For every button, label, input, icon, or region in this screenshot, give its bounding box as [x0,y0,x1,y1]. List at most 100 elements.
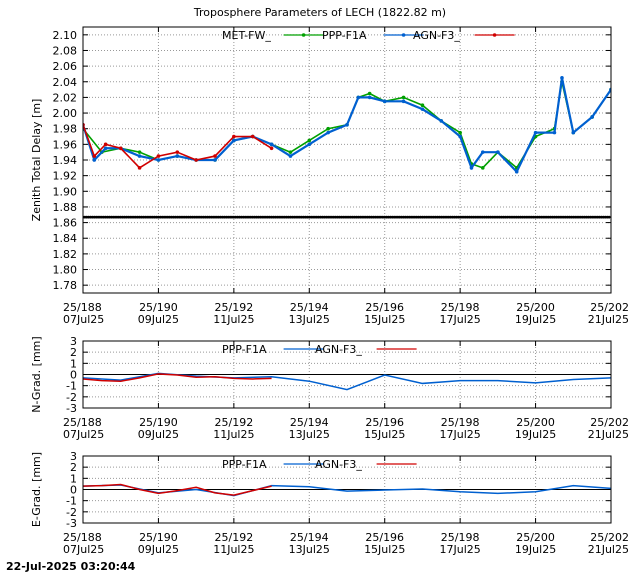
data-point-agn-f3- [194,158,198,162]
x-tick-label: 25/190 [139,416,178,429]
x-tick-label: 25/188 [63,416,102,429]
x-tick-label: 25/190 [139,531,178,544]
data-point-agn-f3- [92,154,97,158]
data-point-met-fw- [137,150,142,154]
y-tick-label: -2 [66,506,77,519]
data-point-agn-f3- [269,146,274,151]
data-point-met-fw- [367,91,372,96]
x-tick-label: 25/198 [441,301,480,314]
x-tick-label: 25/200 [516,531,555,544]
y-tick-label: 1 [70,357,77,370]
y-tick-label: 2.08 [53,44,78,57]
x-tick-label: 25/196 [365,301,404,314]
data-point-ppp-f1a [326,130,330,135]
y-tick-label: 2.06 [53,60,78,73]
x-tick-label: 25/194 [290,301,329,314]
data-point-ppp-f1a [92,158,97,162]
y-tick-label: 3 [70,450,77,463]
legend-label: PPP-F1A [222,343,267,356]
y-axis-label: Zenith Total Delay [m] [30,99,43,222]
data-point-ppp-f1a [356,95,361,100]
reference-point [607,215,611,219]
data-point-met-fw- [326,126,330,131]
y-tick-label: -3 [66,402,77,415]
x-tick-label: 25/188 [63,531,102,544]
x-tick-date-label: 13Jul25 [289,428,330,441]
y-tick-label: 0 [70,484,77,497]
data-point-agn-f3- [175,150,180,154]
legend-label: MET-FW_ [222,29,271,42]
x-tick-label: 25/200 [516,301,555,314]
data-point-agn-f3- [103,142,108,147]
x-tick-label: 25/200 [516,416,555,429]
data-point-ppp-f1a [156,158,161,162]
data-point-agn-f3- [232,134,236,139]
data-point-ppp-f1a [175,154,180,158]
legend-marker [301,33,306,37]
legend-label: PPP-F1A [322,29,367,42]
y-axis-label: E-Grad. [mm] [30,452,43,527]
legend-label: AGN-F3_ [315,458,362,471]
y-tick-label: 1.90 [53,185,78,198]
x-tick-date-label: 11Jul25 [213,543,254,556]
y-tick-label: 1.86 [53,217,78,230]
y-tick-label: 2 [70,346,77,359]
plot-area [83,483,611,497]
x-tick-label: 25/202 [590,301,629,314]
y-tick-label: 1.92 [53,170,78,183]
y-tick-label: 2.04 [53,76,78,89]
x-tick-date-label: 17Jul25 [440,428,481,441]
series-line-agn-f3- [83,124,272,169]
x-tick-label: 25/196 [365,416,404,429]
y-tick-label: 0 [70,369,77,382]
y-tick-label: 2.10 [53,29,78,42]
data-point-ppp-f1a [382,99,387,104]
y-tick-label: -1 [66,380,77,393]
series-line-agn-f3- [83,373,272,382]
y-tick-label: 2.02 [53,91,78,104]
chart-title: Troposphere Parameters of LECH (1822.82 … [193,6,446,19]
data-point-ppp-f1a [345,122,349,127]
legend-label: AGN-F3_ [315,343,362,356]
y-tick-label: 1.78 [53,279,78,292]
x-tick-label: 25/192 [215,416,254,429]
data-point-met-fw- [458,130,462,135]
x-tick-label: 25/196 [365,531,404,544]
data-point-ppp-f1a [213,158,217,162]
plot-frame [82,340,612,409]
data-point-agn-f3- [213,154,217,158]
data-point-ppp-f1a [269,142,274,147]
x-tick-date-label: 09Jul25 [138,543,179,556]
y-tick-label: 1.96 [53,138,78,151]
data-point-ppp-f1a [420,107,425,111]
x-tick-date-label: 19Jul25 [515,428,556,441]
series-line-ppp-f1a [83,372,611,391]
footer-timestamp: 22-Jul-2025 03:20:44 [6,560,136,573]
x-tick-date-label: 15Jul25 [364,428,405,441]
data-point-ppp-f1a [288,154,293,158]
data-point-agn-f3- [250,134,255,139]
x-tick-date-label: 07Jul25 [63,313,104,326]
x-tick-date-label: 15Jul25 [364,313,405,326]
x-tick-date-label: 11Jul25 [213,313,254,326]
y-tick-label: 1.98 [53,123,78,136]
data-point-ppp-f1a [469,166,474,170]
data-point-ppp-f1a [552,130,557,135]
data-point-ppp-f1a [496,150,500,154]
x-tick-label: 25/188 [63,301,102,314]
x-tick-date-label: 13Jul25 [289,543,330,556]
x-tick-label: 25/190 [139,301,178,314]
plot-area [83,372,611,391]
x-tick-label: 25/202 [590,416,629,429]
x-tick-label: 25/192 [215,301,254,314]
x-tick-date-label: 19Jul25 [515,313,556,326]
legend-marker [492,33,497,37]
data-point-met-fw- [307,138,312,143]
y-tick-label: 1.82 [53,248,78,261]
y-tick-label: 1.88 [53,201,78,214]
x-tick-date-label: 07Jul25 [63,428,104,441]
x-tick-date-label: 09Jul25 [138,428,179,441]
data-point-agn-f3- [137,166,142,170]
y-tick-label: 1 [70,472,77,485]
